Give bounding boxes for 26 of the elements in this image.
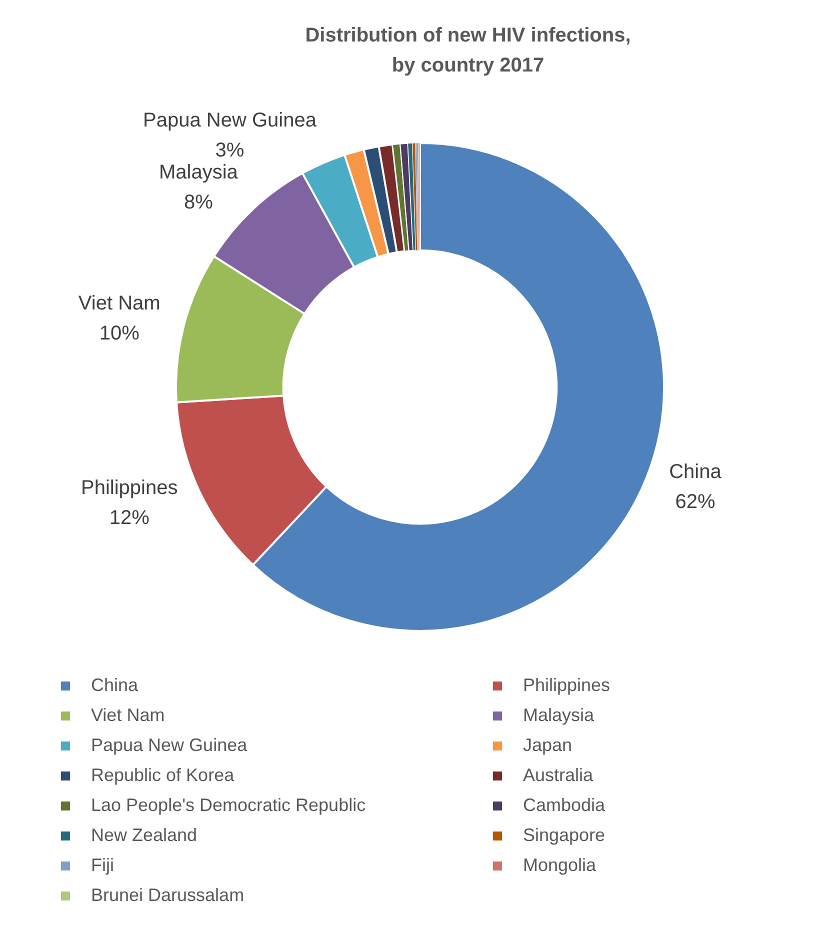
- legend-label: Republic of Korea: [91, 764, 236, 785]
- data-label: 8%: [184, 191, 214, 214]
- legend-label: Cambodia: [523, 794, 606, 815]
- legend-label: Lao People's Democratic Republic: [91, 794, 366, 815]
- legend-label: Philippines: [523, 674, 610, 695]
- legend-label: Singapore: [523, 824, 606, 845]
- slice-label: Papua New Guinea: [143, 110, 318, 132]
- legend-label: Viet Nam: [91, 704, 165, 725]
- legend-label: Brunei Darussalam: [91, 884, 244, 905]
- legend-label: New Zealand: [91, 824, 198, 845]
- data-label: 12%: [109, 506, 150, 529]
- legend-label: Fiji: [91, 854, 114, 875]
- legend-label: Papua New Guinea: [91, 734, 248, 755]
- data-label: 62%: [675, 491, 716, 514]
- data-label: 3%: [215, 140, 244, 162]
- legend-label: Japan: [523, 734, 572, 755]
- legend-label: Mongolia: [523, 854, 598, 875]
- slice-label: China: [669, 461, 722, 484]
- chart-title: Distribution of new HIV infections, by country 2017: [305, 24, 631, 77]
- slice-label: Philippines: [80, 476, 178, 499]
- legend-label: Australia: [523, 764, 594, 785]
- legend-label: Malaysia: [523, 704, 596, 725]
- legend-label: China: [91, 674, 140, 695]
- slice-label: Viet Nam: [78, 292, 160, 315]
- data-label: 10%: [99, 322, 140, 345]
- slice-label: Malaysia: [159, 161, 239, 184]
